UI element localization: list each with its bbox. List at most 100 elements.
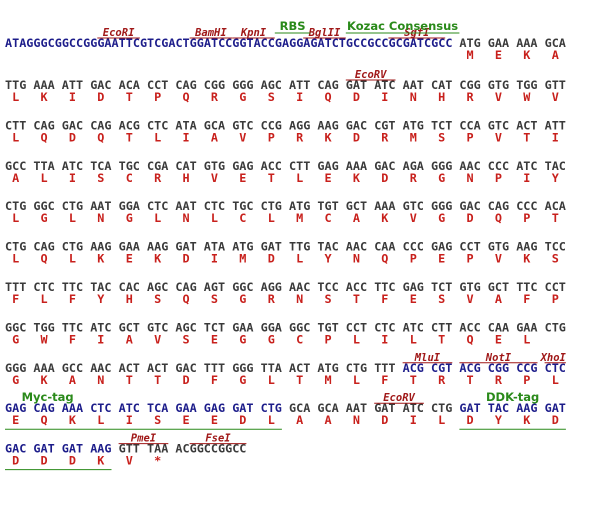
amino-acid: R	[467, 90, 475, 104]
codon: CCC	[516, 199, 537, 213]
codon: ATG	[289, 199, 310, 213]
codon: TTC	[374, 280, 395, 294]
codon: TCC	[545, 240, 566, 254]
codon: GAC	[5, 442, 26, 456]
amino-acid: E	[438, 252, 445, 266]
codon: CAG	[175, 280, 196, 294]
codon: AAA	[62, 401, 83, 415]
amino-acid: T	[438, 332, 445, 346]
amino-acid: S	[154, 413, 161, 427]
codon: CTG	[431, 401, 452, 415]
codon: TTG	[289, 240, 310, 254]
amino-acid: E	[410, 292, 417, 306]
amino-acid: C	[325, 211, 332, 225]
codon: ATC	[403, 320, 424, 334]
codon: AAC	[346, 240, 367, 254]
amino-acid: K	[97, 252, 105, 266]
codon: AAC	[289, 280, 310, 294]
amino-acid: F	[69, 292, 76, 306]
codon: AAT	[175, 199, 196, 213]
codon: ATA	[204, 240, 225, 254]
codon: CTG	[62, 199, 83, 213]
codon: GTT	[119, 442, 140, 456]
codon: ATC	[516, 159, 537, 173]
codon: AGC	[175, 320, 196, 334]
codon: TAC	[90, 280, 111, 294]
enzyme-label: MluI	[414, 352, 441, 364]
amino-acid: P	[523, 373, 530, 387]
amino-acid: T	[126, 130, 133, 144]
amino-acid: P	[523, 211, 530, 225]
codon: CTC	[545, 361, 566, 375]
codon: GCT	[488, 280, 509, 294]
codon: GAC	[459, 199, 480, 213]
amino-acid: K	[154, 252, 162, 266]
codon: GAA	[516, 320, 537, 334]
codon: CTG	[261, 199, 282, 213]
amino-acid: L	[268, 373, 275, 387]
amino-acid: Q	[41, 413, 48, 427]
codon: ACG	[119, 118, 140, 132]
codon: ACG	[403, 361, 424, 375]
codon: GCT	[119, 320, 140, 334]
amino-acid: I	[211, 252, 218, 266]
amino-acid: L	[41, 292, 48, 306]
codon: CTC	[374, 320, 395, 334]
amino-acid: T	[552, 211, 559, 225]
amino-acid: I	[69, 171, 76, 185]
amino-acid: D	[69, 454, 76, 468]
amino-acid: G	[438, 211, 445, 225]
amino-acid: D	[467, 211, 474, 225]
codon: ATC	[119, 401, 140, 415]
amino-acid: V	[126, 454, 133, 468]
amino-acid: I	[410, 413, 417, 427]
amino-acid: V	[211, 171, 218, 185]
codon: CTG	[346, 361, 367, 375]
codon: CCC	[403, 240, 424, 254]
amino-acid: K	[353, 171, 361, 185]
amino-acid: M	[467, 48, 474, 62]
codon: ACA	[545, 199, 566, 213]
amino-acid: G	[41, 211, 48, 225]
codon: ATA	[175, 118, 196, 132]
amino-acid: G	[126, 211, 133, 225]
codon: CTT	[5, 118, 26, 132]
codon: GTT	[545, 78, 566, 92]
amino-acid: I	[381, 90, 388, 104]
amino-acid: L	[353, 373, 360, 387]
amino-acid: S	[438, 292, 445, 306]
amino-acid: I	[126, 413, 133, 427]
codon: TAC	[317, 240, 338, 254]
amino-acid: D	[467, 413, 474, 427]
amino-acid: M	[239, 252, 246, 266]
codon: GAC	[374, 159, 395, 173]
codon: TCA	[147, 401, 168, 415]
amino-acid: L	[69, 211, 76, 225]
codon: TGT	[317, 199, 338, 213]
amino-acid: W	[41, 332, 49, 346]
amino-acid: D	[97, 90, 104, 104]
codon: AAC	[459, 159, 480, 173]
enzyme-label: PmeI	[131, 433, 157, 445]
amino-acid: K	[41, 90, 49, 104]
codon: CTG	[62, 240, 83, 254]
amino-acid: S	[211, 292, 218, 306]
amino-acid: E	[183, 413, 190, 427]
amino-acid: D	[69, 130, 76, 144]
amino-acid: L	[296, 252, 303, 266]
amino-acid: T	[154, 373, 161, 387]
amino-acid: M	[410, 130, 417, 144]
enzyme-label: XhoI	[540, 352, 567, 364]
codon: AGT	[204, 280, 225, 294]
codon: AAG	[317, 118, 338, 132]
codon: GAG	[431, 240, 452, 254]
amino-acid: G	[438, 171, 445, 185]
codon: GCA	[289, 401, 310, 415]
amino-acid: L	[97, 413, 104, 427]
codon: AAA	[516, 36, 537, 50]
amino-acid: E	[325, 171, 332, 185]
codon: GAC	[62, 118, 83, 132]
codon: ATG	[459, 36, 480, 50]
amino-acid: P	[495, 171, 502, 185]
amino-acid: D	[381, 413, 388, 427]
